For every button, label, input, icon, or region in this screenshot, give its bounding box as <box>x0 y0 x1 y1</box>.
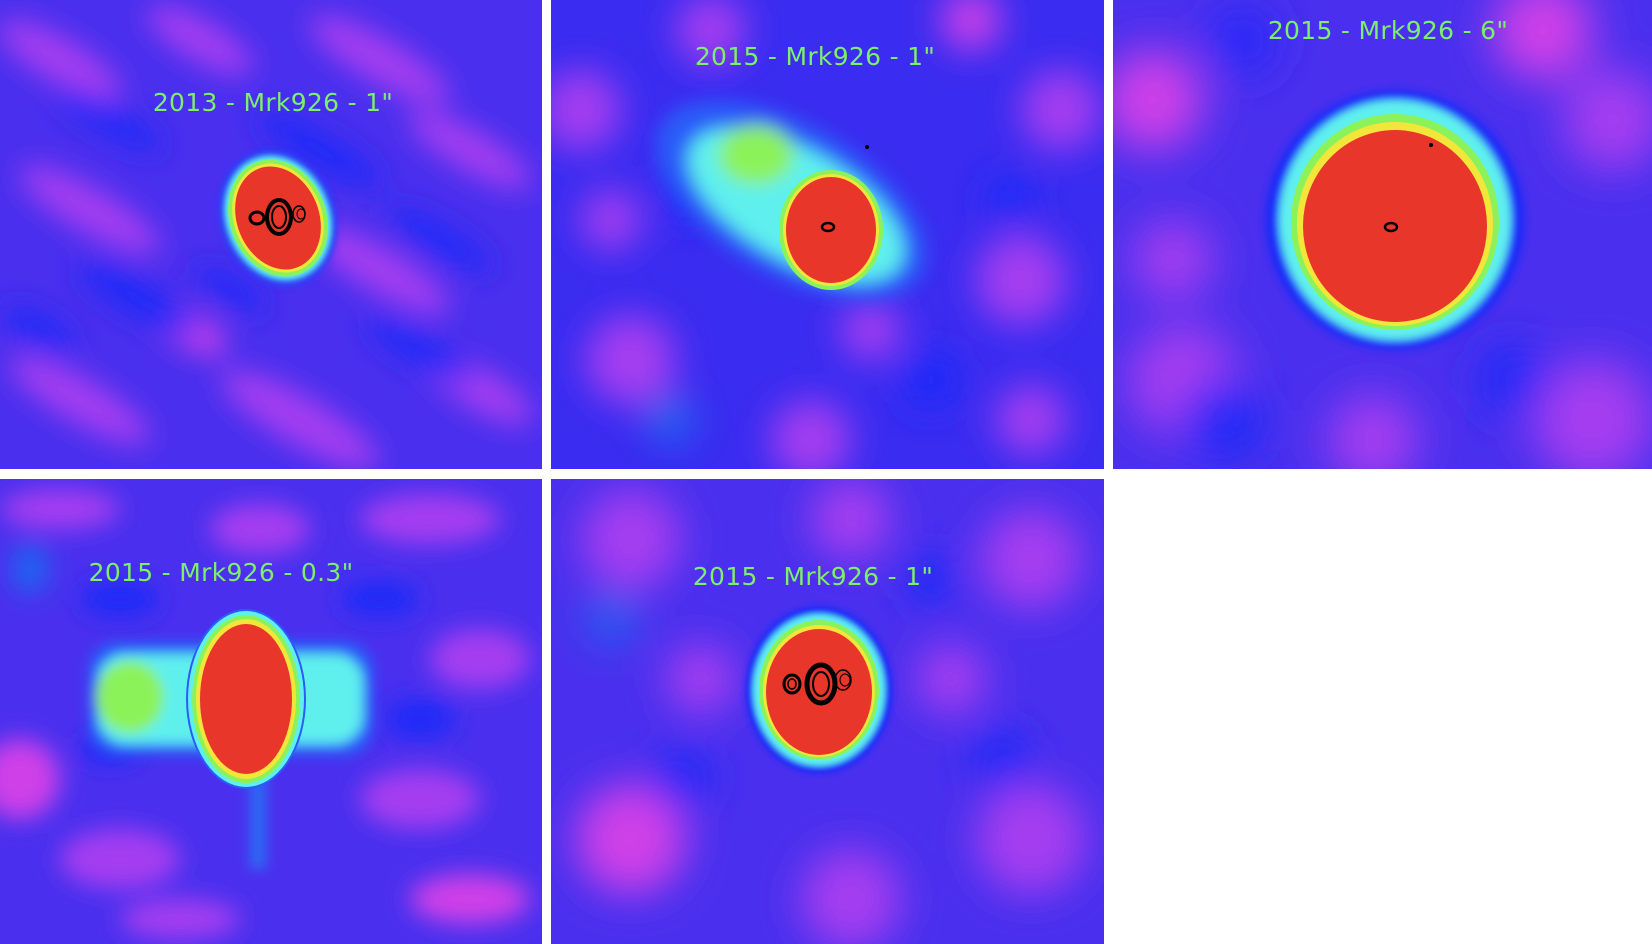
source-emission <box>655 100 927 300</box>
image-panel-2015-1arcsec-b: 2015 - Mrk926 - 1" <box>551 479 1104 944</box>
contour-overlay <box>248 198 306 236</box>
radio-map-2013-1arcsec <box>0 0 542 469</box>
panel-title: 2015 - Mrk926 - 1" <box>692 562 934 591</box>
radio-map-2015-0.3arcsec <box>0 479 542 944</box>
image-panel-2015-6arcsec: 2015 - Mrk926 - 6" <box>1113 0 1652 469</box>
source-emission <box>88 609 374 869</box>
panel-title: 2015 - Mrk926 - 6" <box>1267 16 1509 45</box>
source-emission <box>1265 90 1525 350</box>
image-panel-2013-1arcsec: 2013 - Mrk926 - 1" <box>0 0 542 469</box>
contour-overlay <box>1383 142 1434 233</box>
panel-title: 2013 - Mrk926 - 1" <box>152 88 394 117</box>
source-emission <box>745 606 893 774</box>
contour-overlay <box>782 662 852 706</box>
panel-title: 2015 - Mrk926 - 0.3" <box>88 558 354 587</box>
background-noise <box>1113 0 1652 469</box>
radio-map-2015-6arcsec <box>1113 0 1652 469</box>
background-noise <box>0 5 533 469</box>
background-noise <box>0 489 530 939</box>
source-emission <box>218 149 338 287</box>
radio-map-2015-1arcsec-b <box>551 479 1104 944</box>
radio-map-2015-1arcsec-a <box>551 0 1104 469</box>
contour-overlay <box>820 144 870 233</box>
background-noise <box>551 0 1101 469</box>
image-panel-2015-0.3arcsec: 2015 - Mrk926 - 0.3" <box>0 479 542 944</box>
background-noise <box>576 479 1086 944</box>
panel-title: 2015 - Mrk926 - 1" <box>694 42 936 71</box>
image-panel-2015-1arcsec-a: 2015 - Mrk926 - 1" <box>551 0 1104 469</box>
